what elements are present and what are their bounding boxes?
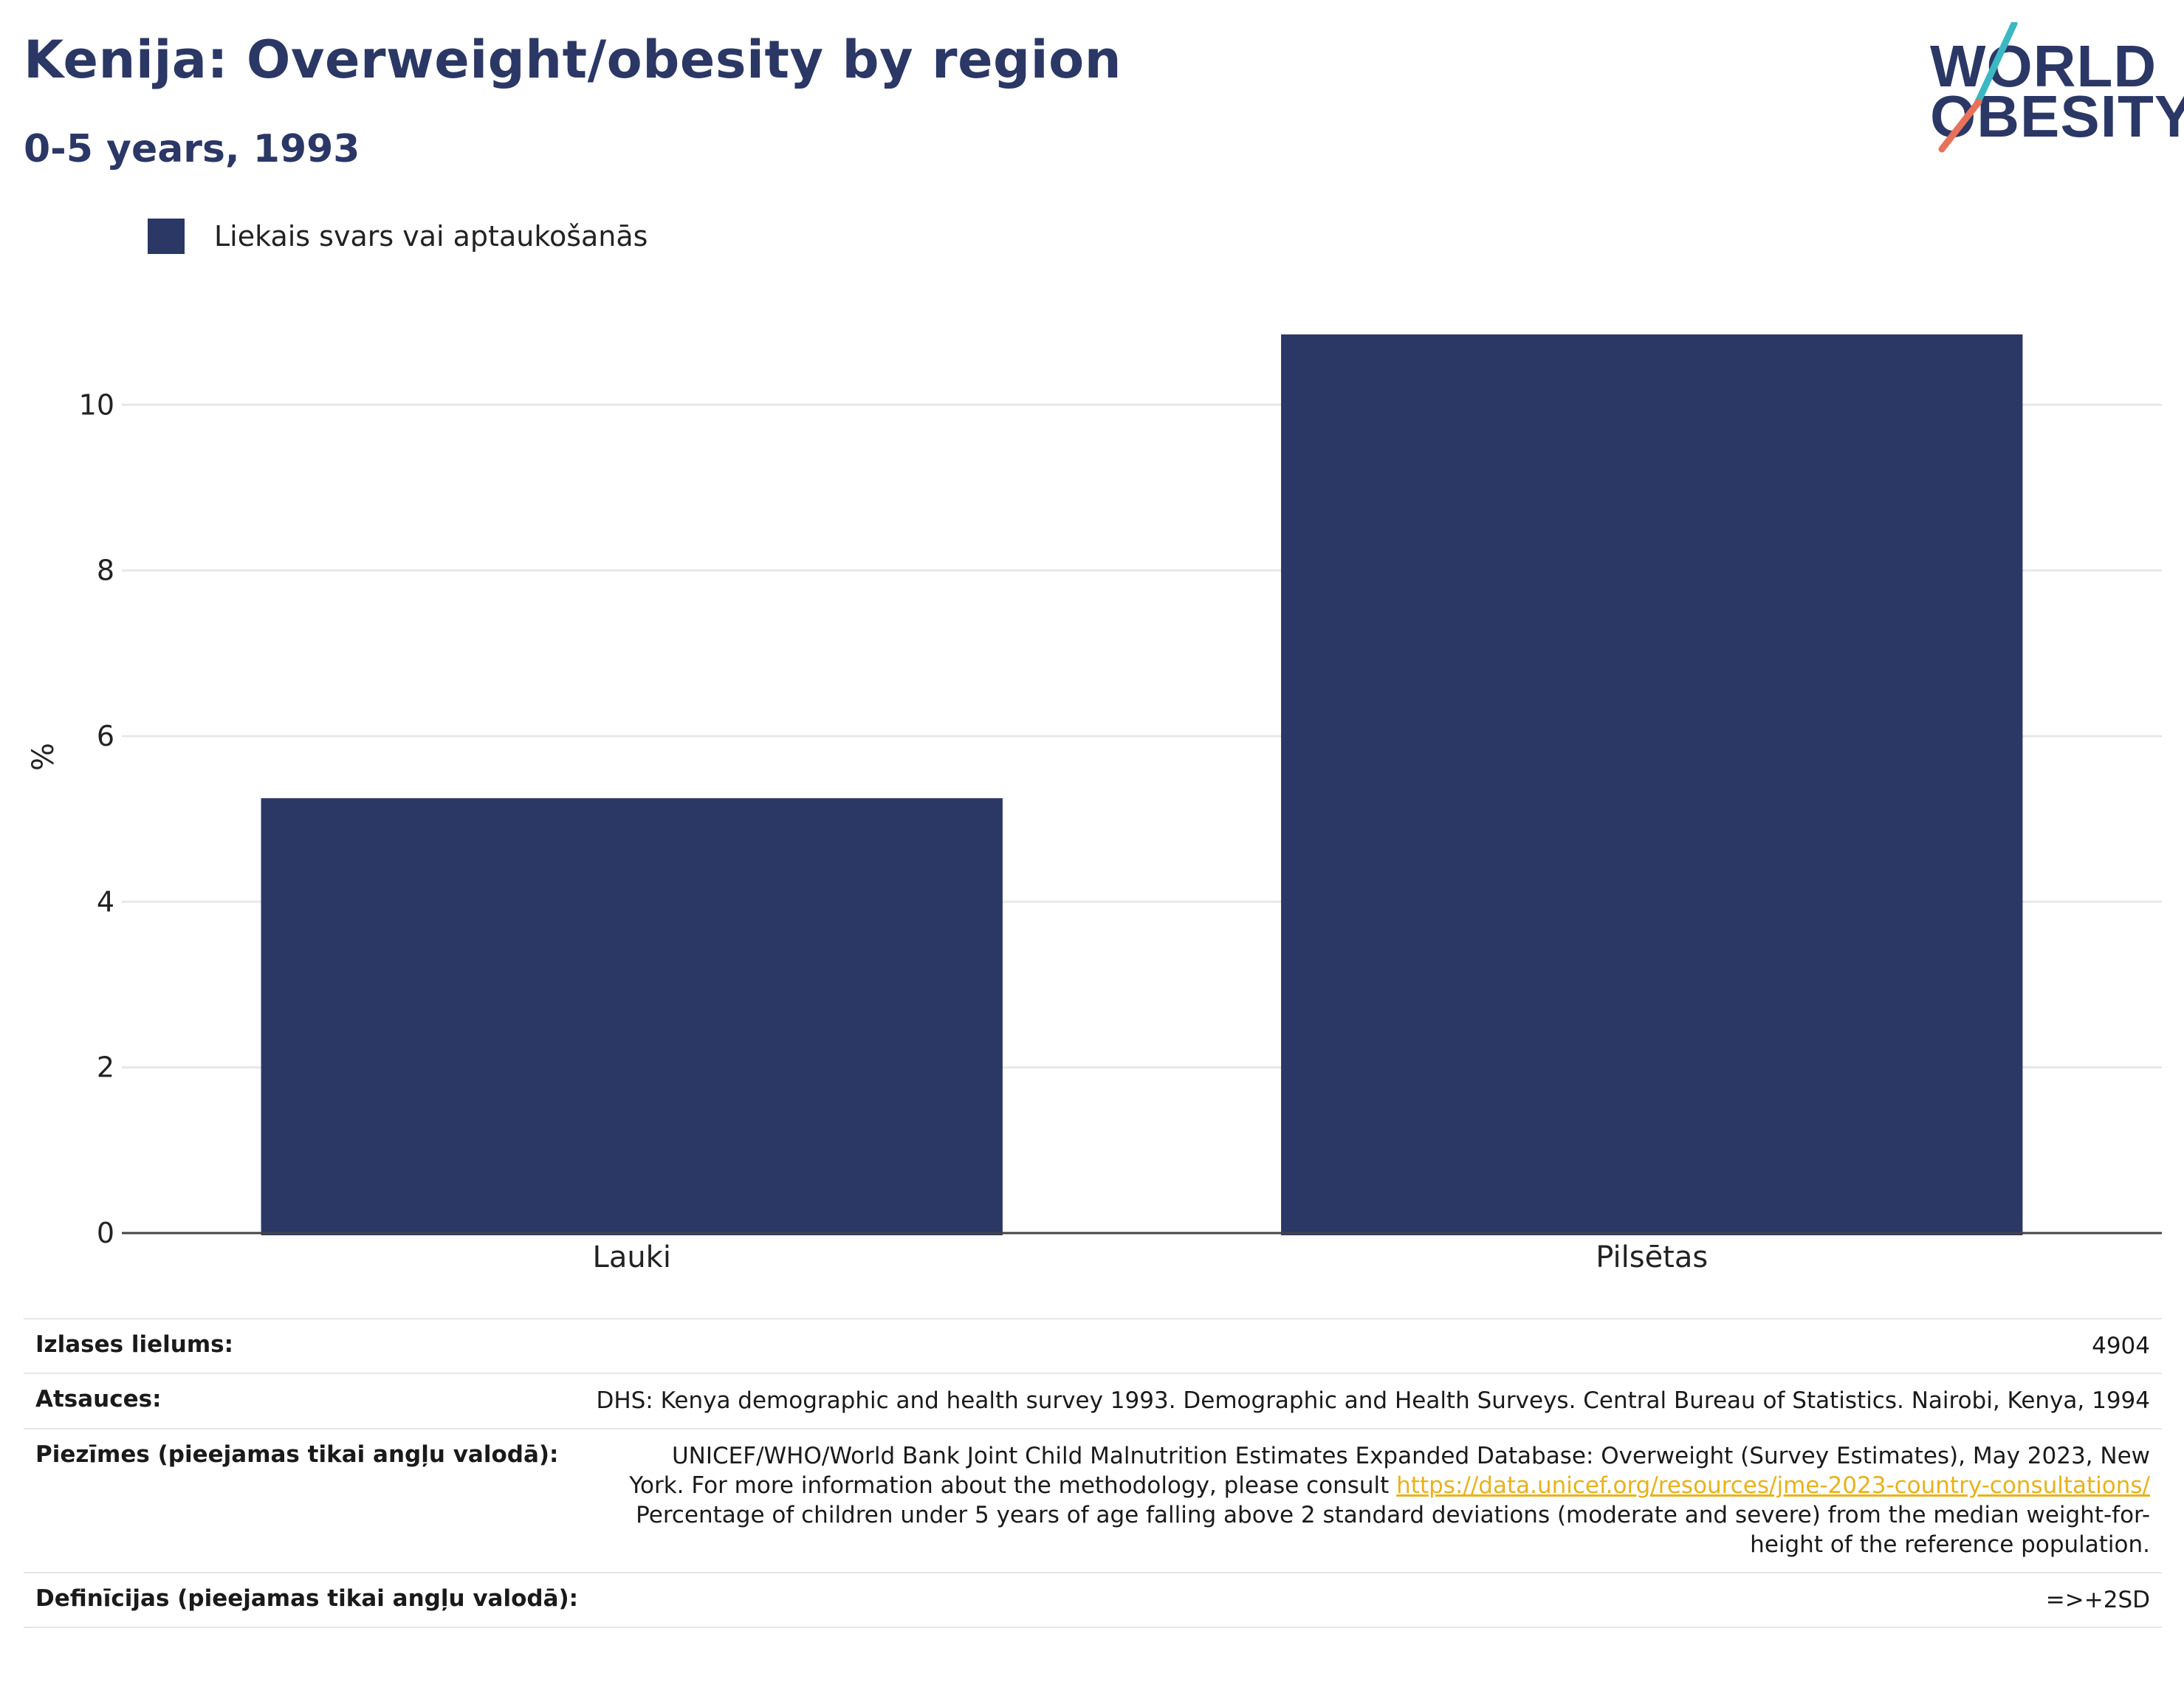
notes-line-3: Percentage of children under 5 years of … — [636, 1502, 2150, 1529]
bar-chart: 0 2 4 6 8 10% Lauki Pilsētas — [27, 334, 2162, 1270]
methodology-link[interactable]: https://data.unicef.org/resources/jme-20… — [1396, 1472, 2150, 1499]
notes-line-1: UNICEF/WHO/World Bank Joint Child Malnut… — [671, 1442, 2150, 1469]
y-tick-label: 2 — [97, 1051, 114, 1084]
definitions-value: =>+2SD — [2045, 1586, 2150, 1613]
bar — [261, 798, 1003, 1235]
info-table: Izlases lielums: 4904 Atsauces: DHS: Ken… — [24, 1318, 2162, 1629]
y-tick-label: 0 — [97, 1217, 114, 1249]
sample-size-label: Izlases lielums: — [35, 1331, 233, 1358]
legend-swatch — [148, 219, 185, 254]
definitions-label: Definīcijas (pieejamas tikai angļu valod… — [35, 1585, 579, 1612]
y-tick-label: 4 — [97, 885, 114, 918]
info-row-notes: Piezīmes (pieejamas tikai angļu valodā):… — [24, 1427, 2162, 1572]
x-tick-label: Pilsētas — [1596, 1240, 1708, 1270]
chart-subtitle: 0-5 years, 1993 — [24, 127, 360, 171]
y-tick-label: 10 — [79, 388, 114, 421]
sample-size-value: 4904 — [2092, 1333, 2150, 1359]
world-obesity-logo: WORLD OBESITY — [1927, 22, 2184, 155]
x-tick-label: Lauki — [593, 1240, 671, 1270]
notes-line-2: York. For more information about the met… — [629, 1471, 2150, 1500]
info-row-sample-size: Izlases lielums: 4904 — [24, 1318, 2162, 1373]
bar — [1281, 334, 2023, 1235]
legend: Liekais svars vai aptaukošanās — [148, 219, 648, 254]
notes-line-4: height of the reference population. — [1750, 1531, 2150, 1559]
legend-label: Liekais svars vai aptaukošanās — [214, 220, 648, 253]
notes-value: UNICEF/WHO/World Bank Joint Child Malnut… — [629, 1441, 2150, 1560]
info-row-sources: Atsauces: DHS: Kenya demographic and hea… — [24, 1373, 2162, 1427]
notes-line-2-text: York. For more information about the met… — [629, 1472, 1397, 1499]
logo-slash-icon — [1938, 22, 2018, 153]
sources-value: DHS: Kenya demographic and health survey… — [596, 1387, 2150, 1415]
y-tick-label: 6 — [97, 720, 114, 752]
sources-label: Atsauces: — [35, 1386, 162, 1413]
info-row-definitions: Definīcijas (pieejamas tikai angļu valod… — [24, 1571, 2162, 1629]
logo-line-obesity: OBESITY — [1930, 83, 2184, 149]
notes-label: Piezīmes (pieejamas tikai angļu valodā): — [35, 1441, 559, 1468]
y-axis-label: % — [27, 743, 61, 771]
logo-line-world: WORLD — [1930, 33, 2157, 99]
chart-title: Kenija: Overweight/obesity by region — [24, 30, 1122, 90]
y-tick-label: 8 — [97, 555, 114, 587]
